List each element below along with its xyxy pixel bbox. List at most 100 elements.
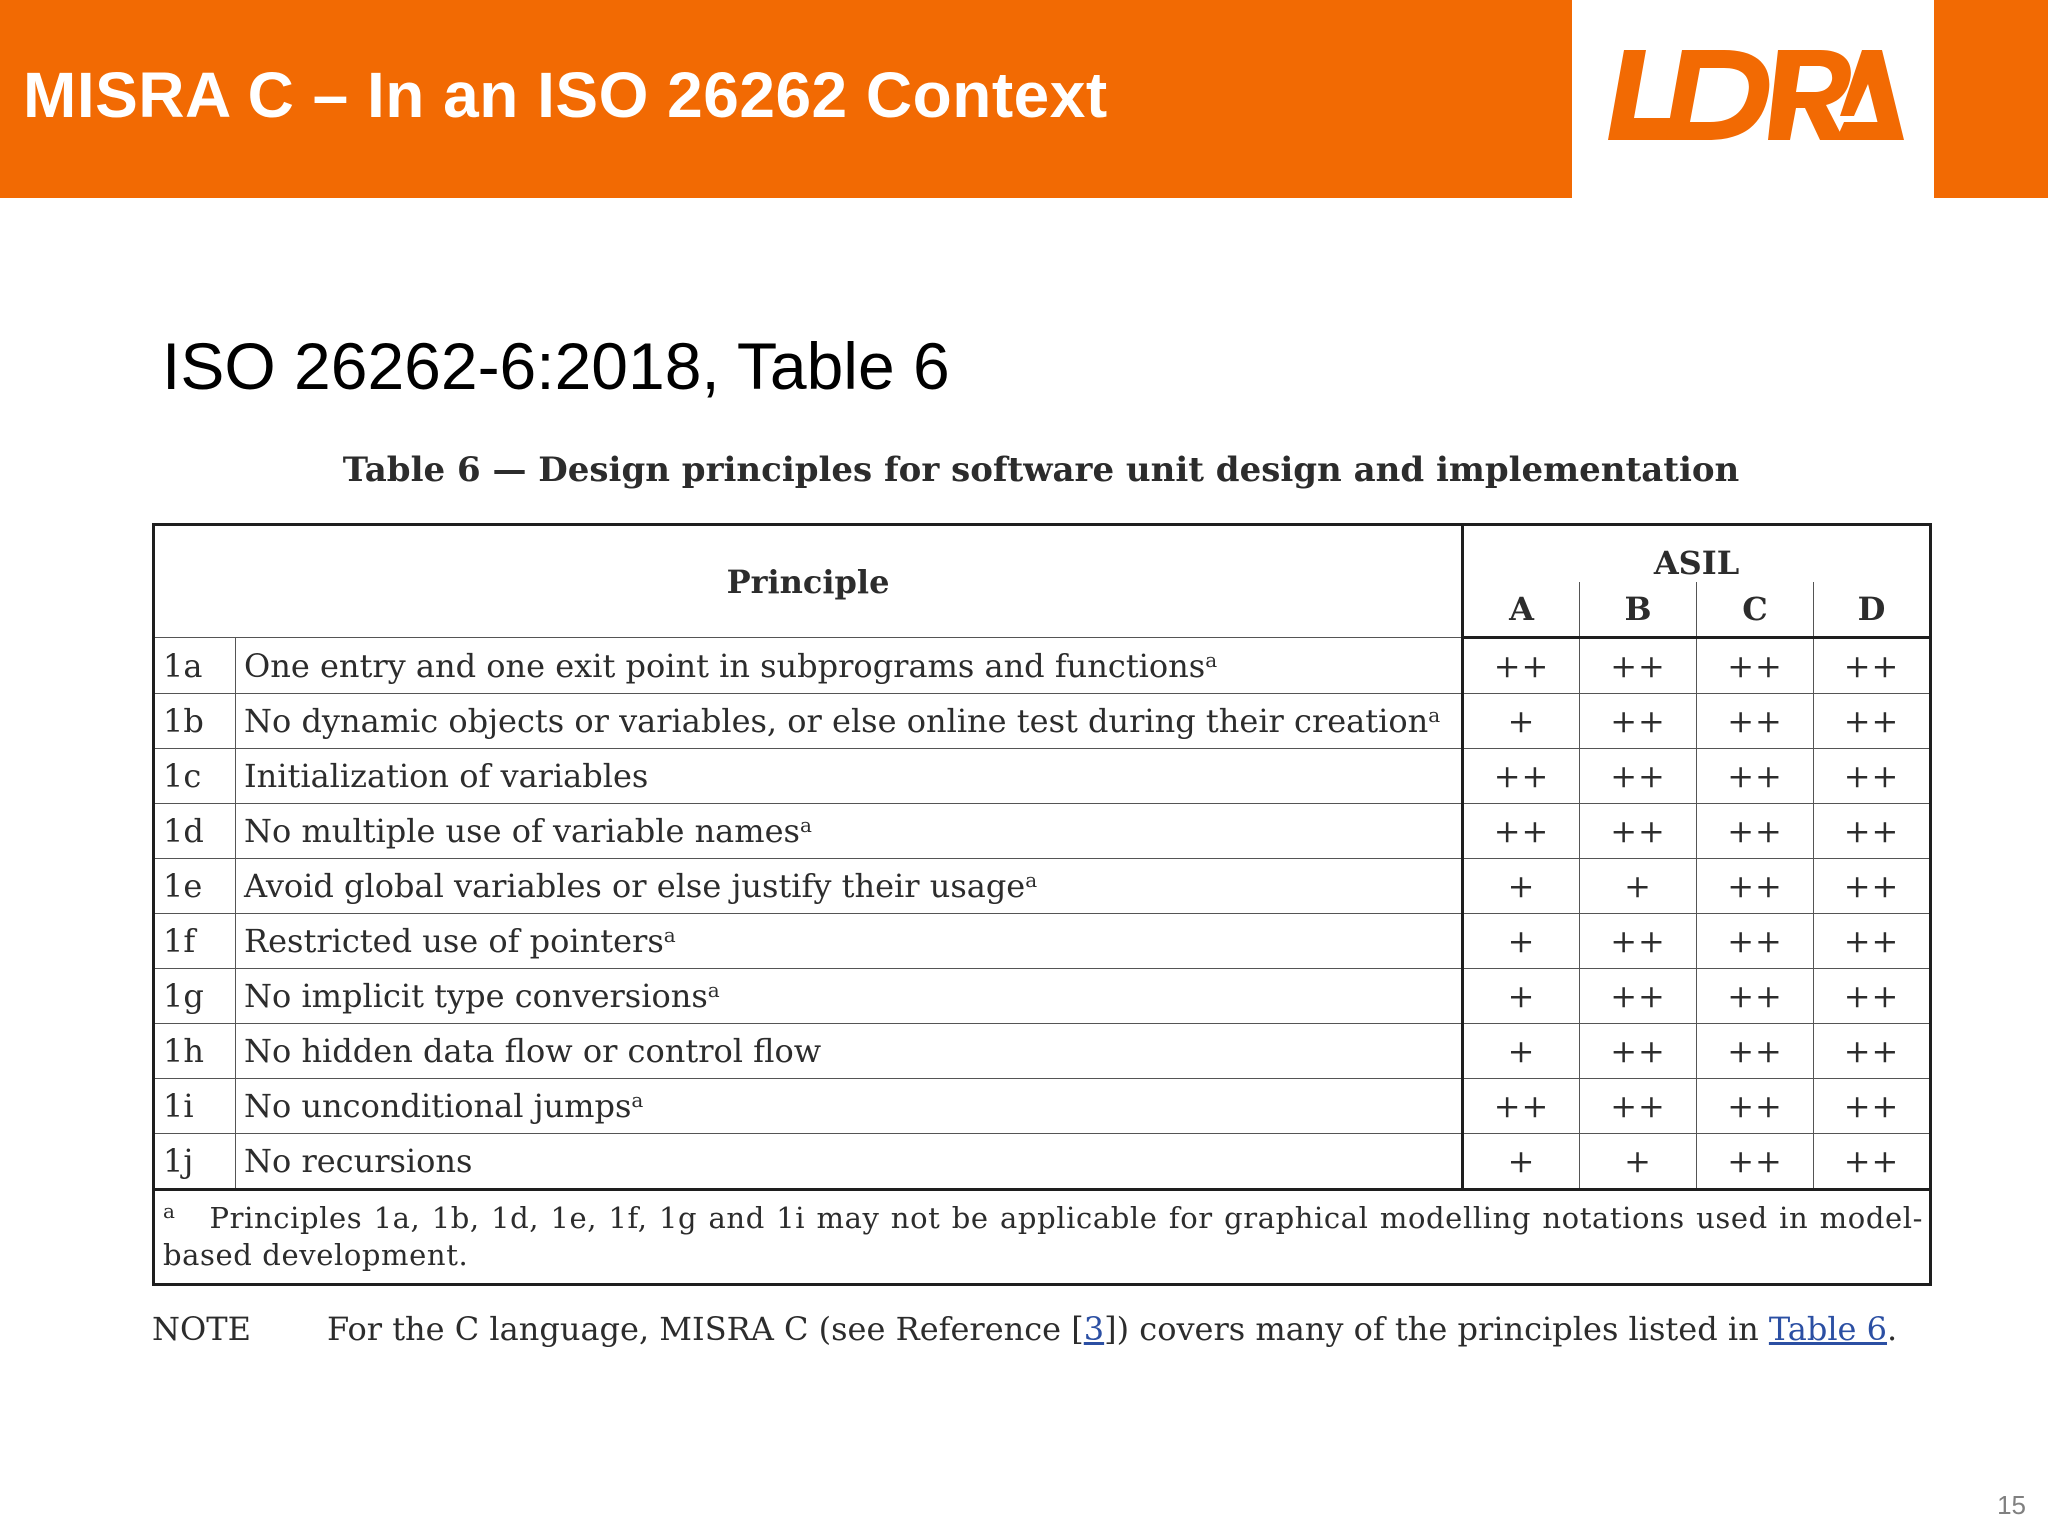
row-id: 1e bbox=[153, 858, 236, 914]
table-row: 1g No implicit type conversionsa + ++ ++ ++ bbox=[153, 968, 1932, 1024]
asil-level-c: C bbox=[1696, 582, 1814, 639]
footnote-ref: a bbox=[707, 978, 720, 1002]
slide-subtitle: ISO 26262-6:2018, Table 6 bbox=[162, 329, 950, 403]
rating-c: ++ bbox=[1696, 1078, 1814, 1134]
row-principle: Avoid global variables or else justify t… bbox=[244, 867, 1026, 905]
table-caption: Table 6 — Design principles for software… bbox=[342, 450, 1740, 490]
row-id: 1i bbox=[153, 1078, 236, 1134]
asil-level-a: A bbox=[1462, 582, 1580, 639]
row-id: 1h bbox=[153, 1023, 236, 1079]
rating-d: ++ bbox=[1812, 1078, 1932, 1134]
row-principle: Restricted use of pointers bbox=[244, 922, 664, 960]
table-body: 1a One entry and one exit point in subpro… bbox=[153, 637, 1932, 1190]
table-row: 1i No unconditional jumpsa ++ ++ ++ ++ bbox=[153, 1078, 1932, 1134]
footnote-ref: a bbox=[799, 813, 812, 837]
ldra-logo bbox=[1572, 0, 1934, 198]
rating-d: ++ bbox=[1812, 637, 1932, 694]
row-principle: No dynamic objects or variables, or else… bbox=[244, 702, 1429, 740]
rating-b: ++ bbox=[1579, 1023, 1697, 1079]
row-principle-cell: No multiple use of variable namesa bbox=[235, 803, 1464, 859]
slide-title: MISRA C – In an ISO 26262 Context bbox=[23, 59, 1108, 131]
rating-d: ++ bbox=[1812, 1133, 1932, 1190]
row-principle-cell: No dynamic objects or variables, or else… bbox=[235, 693, 1464, 749]
rating-c: ++ bbox=[1696, 1133, 1814, 1190]
rating-c: ++ bbox=[1696, 748, 1814, 804]
rating-a: + bbox=[1462, 913, 1580, 969]
row-principle-cell: One entry and one exit point in subprogr… bbox=[235, 637, 1464, 694]
row-id: 1c bbox=[153, 748, 236, 804]
row-principle-cell: Restricted use of pointersa bbox=[235, 913, 1464, 969]
table-row: 1e Avoid global variables or else justify… bbox=[153, 858, 1932, 914]
rating-b: ++ bbox=[1579, 748, 1697, 804]
footnote-text: Principles 1a, 1b, 1d, 1e, 1f, 1g and 1i… bbox=[163, 1201, 1924, 1272]
rating-c: ++ bbox=[1696, 803, 1814, 859]
note-line: NOTE For the C language, MISRA C (see Ref… bbox=[152, 1310, 1952, 1348]
rating-d: ++ bbox=[1812, 1023, 1932, 1079]
footnote-ref: a bbox=[663, 923, 676, 947]
row-id: 1a bbox=[153, 637, 236, 694]
row-id: 1b bbox=[153, 693, 236, 749]
rating-b: ++ bbox=[1579, 913, 1697, 969]
row-principle-cell: No implicit type conversionsa bbox=[235, 968, 1464, 1024]
note-text-after: . bbox=[1887, 1310, 1898, 1348]
row-id: 1g bbox=[153, 968, 236, 1024]
footnote-ref: a bbox=[1025, 868, 1038, 892]
row-id: 1d bbox=[153, 803, 236, 859]
reference-link[interactable]: 3 bbox=[1083, 1310, 1105, 1348]
row-principle: No multiple use of variable names bbox=[244, 812, 800, 850]
rating-a: ++ bbox=[1462, 637, 1580, 694]
rating-d: ++ bbox=[1812, 803, 1932, 859]
ldra-logo-mark bbox=[1608, 50, 1904, 140]
table-row: 1b No dynamic objects or variables, or el… bbox=[153, 693, 1932, 749]
rating-a: + bbox=[1462, 1133, 1580, 1190]
table-row: 1a One entry and one exit point in subpro… bbox=[153, 637, 1932, 694]
rating-a: ++ bbox=[1462, 748, 1580, 804]
row-principle: No recursions bbox=[244, 1142, 473, 1180]
row-principle: No implicit type conversions bbox=[244, 977, 708, 1015]
rating-a: + bbox=[1462, 693, 1580, 749]
rating-a: + bbox=[1462, 858, 1580, 914]
rating-b: ++ bbox=[1579, 637, 1697, 694]
rating-d: ++ bbox=[1812, 748, 1932, 804]
table-footnote: a Principles 1a, 1b, 1d, 1e, 1f, 1g and 1… bbox=[152, 1188, 1932, 1285]
rating-c: ++ bbox=[1696, 913, 1814, 969]
rating-c: ++ bbox=[1696, 637, 1814, 694]
row-principle-cell: Initialization of variables bbox=[235, 748, 1464, 804]
rating-d: ++ bbox=[1812, 968, 1932, 1024]
asil-header: ASIL bbox=[1461, 524, 1932, 582]
table-row: 1j No recursions + + ++ ++ bbox=[153, 1133, 1932, 1190]
asil-level-d: D bbox=[1812, 582, 1932, 639]
row-principle: Initialization of variables bbox=[244, 757, 649, 795]
rating-d: ++ bbox=[1812, 858, 1932, 914]
rating-a: ++ bbox=[1462, 803, 1580, 859]
footnote-ref: a bbox=[1205, 647, 1218, 672]
table-link[interactable]: Table 6 bbox=[1768, 1310, 1888, 1348]
rating-b: + bbox=[1579, 858, 1697, 914]
row-principle-cell: Avoid global variables or else justify t… bbox=[235, 858, 1464, 914]
asil-level-b: B bbox=[1579, 582, 1697, 639]
row-id: 1f bbox=[153, 913, 236, 969]
rating-c: ++ bbox=[1696, 858, 1814, 914]
row-principle-cell: No recursions bbox=[235, 1133, 1464, 1190]
row-principle-cell: No hidden data flow or control flow bbox=[235, 1023, 1464, 1079]
rating-c: ++ bbox=[1696, 968, 1814, 1024]
row-principle: No hidden data flow or control flow bbox=[244, 1032, 822, 1070]
rating-b: + bbox=[1579, 1133, 1697, 1190]
row-principle: One entry and one exit point in subprogr… bbox=[244, 646, 1206, 685]
footnote-ref: a bbox=[631, 1088, 644, 1112]
rating-a: ++ bbox=[1462, 1078, 1580, 1134]
page-number: 15 bbox=[1997, 1490, 2026, 1520]
table-row: 1f Restricted use of pointersa + ++ ++ ++ bbox=[153, 913, 1932, 969]
table-row: 1c Initialization of variables ++ ++ ++ ++ bbox=[153, 748, 1932, 804]
rating-d: ++ bbox=[1812, 693, 1932, 749]
rating-d: ++ bbox=[1812, 913, 1932, 969]
table-row: 1d No multiple use of variable namesa ++ ++… bbox=[153, 803, 1932, 859]
rating-c: ++ bbox=[1696, 693, 1814, 749]
rating-a: + bbox=[1462, 968, 1580, 1024]
row-principle-cell: No unconditional jumpsa bbox=[235, 1078, 1464, 1134]
note-text-middle: ]) covers many of the principles listed … bbox=[1104, 1310, 1769, 1348]
rating-b: ++ bbox=[1579, 803, 1697, 859]
note-text-before: For the C language, MISRA C (see Referen… bbox=[327, 1310, 1084, 1348]
